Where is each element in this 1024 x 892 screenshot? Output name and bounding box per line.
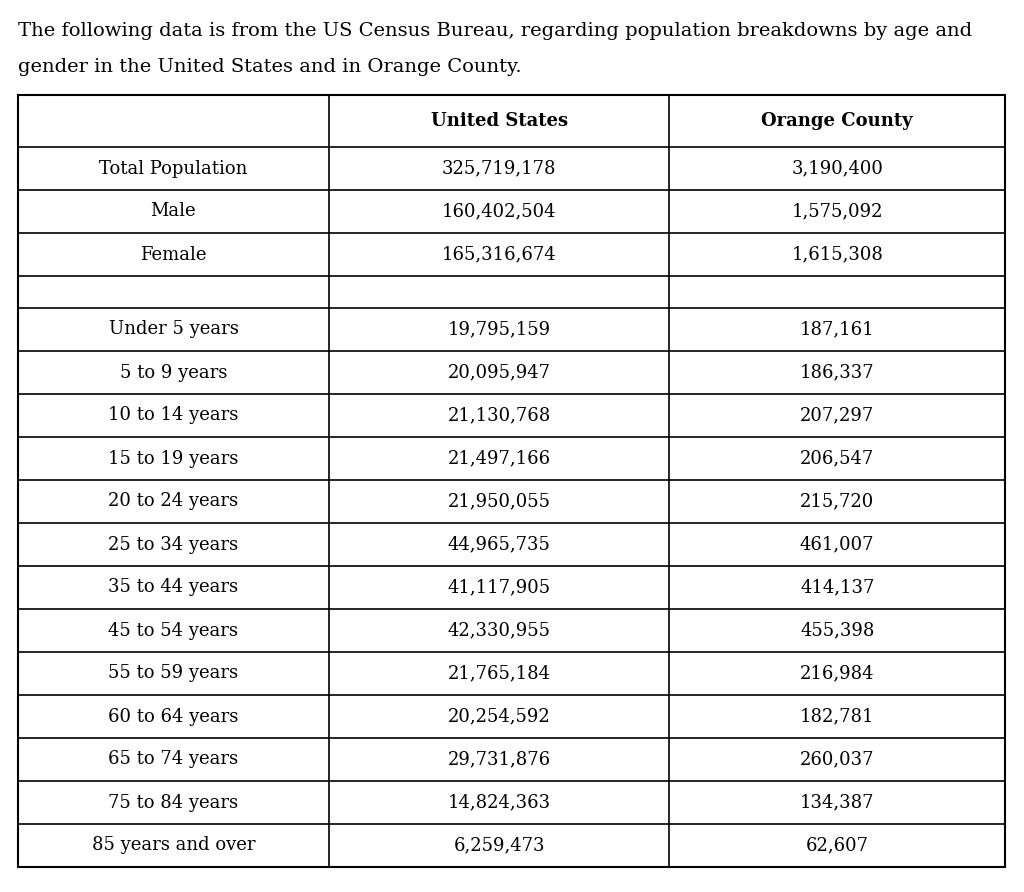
Text: 160,402,504: 160,402,504 (442, 202, 556, 220)
Text: 187,161: 187,161 (800, 320, 874, 338)
Text: 55 to 59 years: 55 to 59 years (109, 665, 239, 682)
Text: 85 years and over: 85 years and over (92, 837, 255, 855)
Text: 1,575,092: 1,575,092 (792, 202, 883, 220)
Text: Under 5 years: Under 5 years (109, 320, 239, 338)
Text: The following data is from the US Census Bureau, regarding population breakdowns: The following data is from the US Census… (18, 22, 972, 40)
Text: 461,007: 461,007 (800, 535, 874, 554)
Text: 216,984: 216,984 (800, 665, 874, 682)
Text: 6,259,473: 6,259,473 (454, 837, 545, 855)
Text: Orange County: Orange County (762, 112, 913, 130)
Text: 65 to 74 years: 65 to 74 years (109, 750, 239, 769)
Text: Male: Male (151, 202, 197, 220)
Text: 134,387: 134,387 (800, 794, 874, 812)
Text: 21,950,055: 21,950,055 (447, 492, 551, 510)
Text: 44,965,735: 44,965,735 (447, 535, 551, 554)
Text: 5 to 9 years: 5 to 9 years (120, 364, 227, 382)
Text: 165,316,674: 165,316,674 (441, 245, 556, 263)
Text: Total Population: Total Population (99, 160, 248, 178)
Text: 20,095,947: 20,095,947 (447, 364, 551, 382)
Text: 20,254,592: 20,254,592 (447, 707, 551, 725)
Text: 75 to 84 years: 75 to 84 years (109, 794, 239, 812)
Text: gender in the United States and in Orange County.: gender in the United States and in Orang… (18, 58, 521, 76)
Text: 260,037: 260,037 (800, 750, 874, 769)
Text: 3,190,400: 3,190,400 (792, 160, 883, 178)
Text: 10 to 14 years: 10 to 14 years (109, 407, 239, 425)
Text: 60 to 64 years: 60 to 64 years (109, 707, 239, 725)
Text: 21,130,768: 21,130,768 (447, 407, 551, 425)
Text: 215,720: 215,720 (800, 492, 874, 510)
Text: 21,497,166: 21,497,166 (447, 450, 551, 467)
Text: 21,765,184: 21,765,184 (447, 665, 551, 682)
Text: 29,731,876: 29,731,876 (447, 750, 551, 769)
Text: 455,398: 455,398 (800, 622, 874, 640)
Text: 25 to 34 years: 25 to 34 years (109, 535, 239, 554)
Text: 41,117,905: 41,117,905 (447, 579, 551, 597)
Text: 186,337: 186,337 (800, 364, 874, 382)
Text: 19,795,159: 19,795,159 (447, 320, 551, 338)
Text: 14,824,363: 14,824,363 (447, 794, 551, 812)
Text: United States: United States (431, 112, 567, 130)
Text: 207,297: 207,297 (800, 407, 874, 425)
Text: 45 to 54 years: 45 to 54 years (109, 622, 239, 640)
Text: 1,615,308: 1,615,308 (792, 245, 883, 263)
Text: Female: Female (140, 245, 207, 263)
Text: 182,781: 182,781 (800, 707, 874, 725)
Text: 42,330,955: 42,330,955 (447, 622, 551, 640)
Text: 15 to 19 years: 15 to 19 years (109, 450, 239, 467)
Text: 206,547: 206,547 (800, 450, 874, 467)
Text: 62,607: 62,607 (806, 837, 868, 855)
Bar (18, 95, 1005, 867)
Text: 325,719,178: 325,719,178 (442, 160, 556, 178)
Text: 35 to 44 years: 35 to 44 years (109, 579, 239, 597)
Text: 20 to 24 years: 20 to 24 years (109, 492, 239, 510)
Text: 414,137: 414,137 (800, 579, 874, 597)
